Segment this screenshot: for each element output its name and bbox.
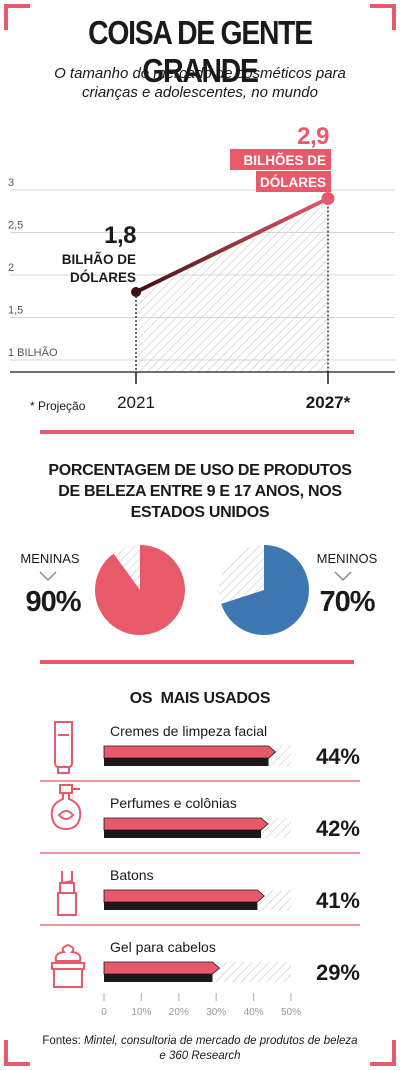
x-tick-label: 50% [281,1007,301,1018]
bar-category-label: Perfumes e colônias [110,795,237,811]
bar-value-label: 42% [316,816,360,841]
bar-value-label: 41% [316,888,360,913]
market-point-2027 [321,192,335,205]
boys-percent: 70% [319,586,375,618]
bar-value [103,961,221,975]
bar-category-label: Batons [110,867,154,883]
girls-chevron-icon [39,571,57,582]
projection-note: * Projeção [30,399,86,413]
y-tick-label: 1 BILHÃO [8,346,58,359]
annotation-2021-value: 1,8 [104,222,136,249]
divider-2 [40,660,354,664]
divider-1 [40,430,354,434]
page-title: COISA DE GENTE GRANDE [88,14,313,89]
y-tick-label: 1,5 [8,305,23,317]
annotation-2027-unit-line2: DÓLARES [260,175,326,190]
bar-row: Cremes de limpeza facial 44% [103,723,360,769]
page-subtitle: O tamanho do mercado de cosméticos para … [54,65,346,101]
most-used-bar-chart: Cremes de limpeza facial 44% Perfumes e co… [40,721,360,1018]
bar-value-label: 44% [316,744,360,769]
bar-shadow [104,974,213,982]
bar-shadow [104,902,258,910]
market-point-2021 [131,287,141,297]
annotation-2021-unit-line2: DÓLARES [70,270,136,285]
market-line-chart: 1 BILHÃO 1,5 2 2,5 3 2021 2027* * Projeção 1… [8,123,395,413]
boys-pie-slice [221,545,309,635]
bar-row: Batons 41% [103,867,360,913]
pie-section-title: PORCENTAGEM DE USO DE PRODUTOS DE BELEZA… [48,462,352,521]
girls-pie-slice [95,545,185,635]
bar-shadow [104,830,262,838]
cream-tube-icon [54,721,73,774]
corner-top-right [370,4,396,30]
annotation-2027-box-2 [256,171,331,192]
bar-value-label: 29% [316,960,360,985]
bar-section-title: OS MAIS USADOS [129,690,271,707]
y-tick-label: 2,5 [8,220,23,232]
bar-value [103,745,277,759]
corner-bottom-left [4,1040,30,1066]
x-tick-label: 30% [206,1007,226,1018]
x-tick-label: 20% [169,1007,189,1018]
girls-label: MENINAS [20,551,80,566]
hair-gel-jar-icon [51,943,85,988]
boys-chevron-icon [334,571,352,582]
corner-bottom-right [370,1040,396,1066]
bar-row: Perfumes e colônias 42% [103,795,360,841]
source-note: Fontes: Mintel, consultoria de mercado d… [40,1034,360,1064]
bar-category-label: Gel para cabelos [110,939,216,955]
girls-percent: 90% [25,586,81,618]
x-tick-label-2021: 2021 [117,393,155,412]
bar-value [103,889,265,903]
girls-pie-chart [95,545,185,635]
y-tick-label: 3 [8,177,14,189]
bar-row: Gel para cabelos 29% [103,939,360,985]
market-area [136,198,328,372]
x-tick-label-2027: 2027* [306,393,351,412]
market-series-line [134,196,330,294]
bar-value [103,817,269,831]
annotation-2027-value: 2,9 [297,123,329,150]
bar-shadow [104,758,269,766]
lipstick-icon [57,871,77,916]
perfume-bottle-icon [50,784,82,831]
boys-label: MENINOS [316,551,378,566]
boys-pie-chart [219,545,309,635]
x-tick-label: 10% [131,1007,151,1018]
x-tick-label: 40% [244,1007,264,1018]
annotation-2027-unit-line1: BILHÕES DE [243,153,326,168]
corner-top-left [4,4,30,30]
y-tick-label: 2 [8,262,14,274]
source-prefix: Fontes: [42,1035,84,1047]
bar-category-label: Cremes de limpeza facial [110,723,267,739]
source-text: Mintel, consultoria de mercado de produt… [83,1035,358,1062]
x-tick-label: 0 [101,1007,107,1018]
annotation-2021-unit-line1: BILHÃO DE [62,252,136,267]
annotation-2027-box-1 [230,149,331,170]
